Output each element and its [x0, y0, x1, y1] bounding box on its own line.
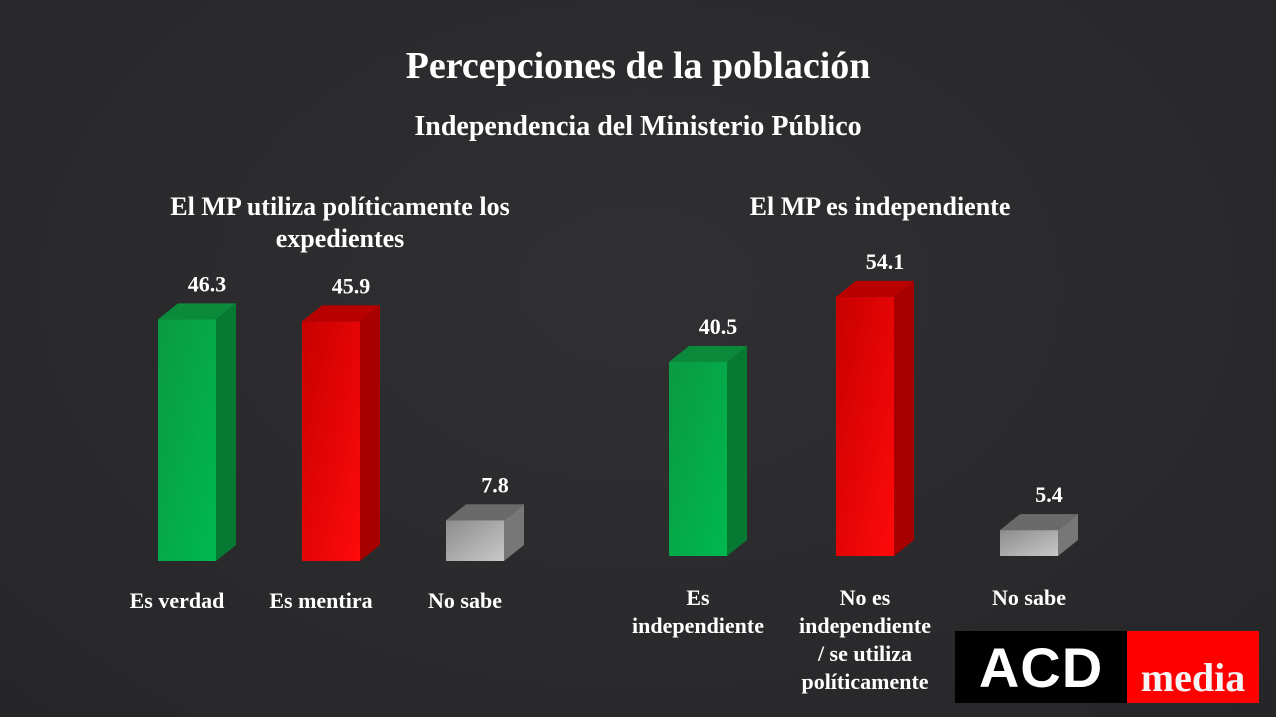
bar-1: [669, 346, 747, 556]
bar-top: [158, 303, 236, 320]
category-label: independiente: [799, 613, 931, 638]
value-label: 54.1: [866, 249, 905, 274]
bar-front: [302, 321, 360, 561]
chart-2: 40.5 Es independiente 54.1 No es independient…: [632, 249, 1078, 694]
page-subtitle: Independencia del Ministerio Público: [414, 111, 862, 142]
chart-2-title: El MP es independiente: [749, 192, 1011, 221]
logo-acd: ACD: [955, 631, 1127, 703]
category-label: No sabe: [428, 588, 502, 613]
bar-2: [302, 305, 380, 561]
bar-front: [669, 362, 727, 556]
acd-media-logo: ACD media: [955, 631, 1259, 703]
value-label: 45.9: [332, 273, 371, 298]
bar-top: [669, 346, 747, 363]
logo-media: media: [1127, 631, 1259, 703]
bar-top: [302, 305, 380, 322]
category-label: independiente: [632, 613, 764, 638]
category-label: / se utiliza: [817, 641, 912, 666]
category-label: No es: [840, 585, 891, 610]
bar-front: [836, 296, 894, 556]
bar-side: [727, 346, 747, 556]
value-label: 5.4: [1035, 482, 1063, 507]
page-title: Percepciones de la población: [405, 45, 871, 87]
bar-2: [836, 280, 914, 556]
category-label: Es: [686, 585, 710, 610]
bar-1: [158, 303, 236, 561]
bar-side: [1058, 514, 1078, 556]
bar-top: [1000, 514, 1078, 531]
value-label: 7.8: [481, 472, 509, 497]
category-label: No sabe: [992, 585, 1066, 610]
bar-front: [158, 319, 216, 561]
bar-top: [836, 280, 914, 297]
chart-1-title: El MP utiliza políticamente los expedien…: [170, 192, 510, 253]
bar-side: [504, 504, 524, 561]
bar-front: [1000, 530, 1058, 556]
category-label: Es verdad: [130, 588, 225, 613]
bar-top: [446, 504, 524, 521]
bar-front: [446, 520, 504, 561]
category-label: Es mentira: [269, 588, 372, 613]
value-label: 40.5: [699, 314, 738, 339]
bar-3: [1000, 514, 1078, 556]
category-label: políticamente: [801, 669, 928, 694]
bar-side: [894, 280, 914, 556]
bar-side: [216, 303, 236, 561]
bar-side: [360, 305, 380, 561]
chart-1: 46.3 Es verdad 45.9 Es mentira 7.8 No sabe: [130, 271, 524, 613]
bar-3: [446, 504, 524, 561]
value-label: 46.3: [188, 271, 227, 296]
